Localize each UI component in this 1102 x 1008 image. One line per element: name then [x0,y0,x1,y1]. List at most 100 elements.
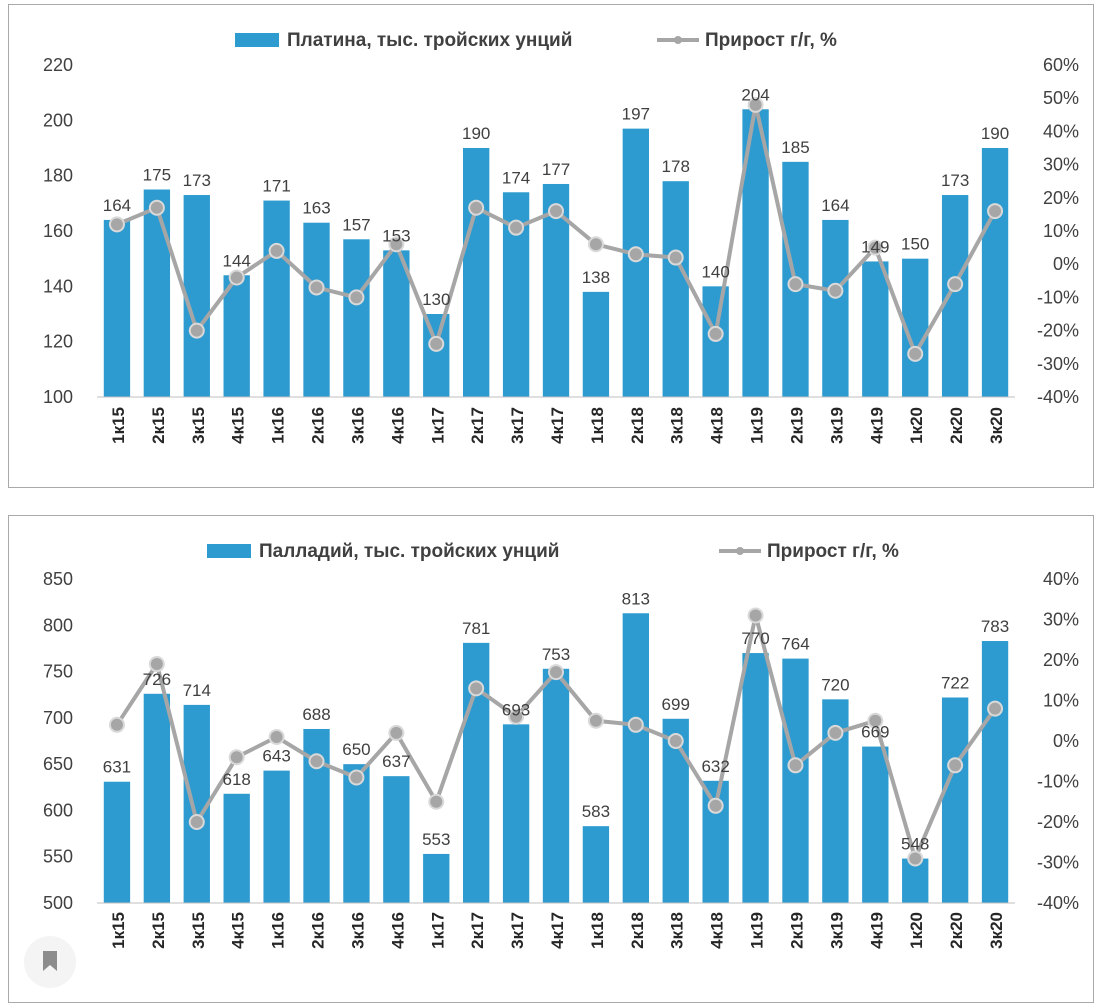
growth-point [548,664,564,681]
growth-point [627,246,644,263]
growth-point [987,700,1004,717]
growth-point [667,733,684,749]
y-right-tick-label: 50% [1043,88,1079,108]
y-left-tick-label: 120 [43,332,73,352]
x-tick-label: 3к16 [348,912,367,949]
x-tick-label: 1к18 [588,912,607,949]
bar-value-label: 173 [941,171,969,190]
growth-point [308,279,325,296]
bar [103,219,131,397]
y-left-tick-label: 180 [43,166,73,186]
x-tick-label: 1к16 [269,407,288,444]
bar [263,200,290,397]
growth-point [468,680,485,697]
bar [662,181,689,397]
growth-point [428,335,445,352]
y-right-tick-label: 20% [1043,188,1079,208]
growth-point [188,814,205,830]
x-tick-label: 3к20 [987,912,1006,949]
growth-point [428,793,445,810]
bar-value-label: 618 [223,770,251,789]
legend-line-label: Прирост г/г, % [705,30,837,51]
platinum-chart: Платина, тыс. тройских унций Прирост г/г,… [43,30,1079,444]
y-right-tick-label: -30% [1037,354,1079,374]
growth-point [228,749,245,766]
legend-bar-swatch [207,544,251,558]
bookmark-button[interactable] [24,936,76,988]
bar [463,148,490,397]
bar [782,658,809,903]
growth-point [827,282,844,299]
growth-point [907,345,924,362]
growth-point [747,607,764,624]
x-tick-label: 4к15 [229,407,248,444]
bar [383,250,410,397]
bar-value-label: 164 [103,196,131,215]
x-tick-label: 4к17 [548,407,567,444]
x-tick-label: 4к15 [229,912,248,949]
bar-value-label: 173 [183,171,211,190]
growth-point [667,249,684,266]
bar-value-label: 714 [183,681,211,700]
bar [981,148,1009,397]
y-left-tick-label: 140 [43,276,73,296]
bar-value-label: 163 [302,199,330,218]
x-tick-label: 4к16 [388,912,407,949]
growth-point [867,239,884,256]
bar-value-label: 197 [622,105,650,124]
x-tick-label: 2к15 [149,912,168,949]
bar-value-label: 190 [981,124,1009,143]
x-tick-label: 2к19 [787,407,806,444]
y-left-tick-label: 850 [43,569,73,589]
bar-value-label: 190 [462,124,490,143]
x-tick-label: 4к18 [708,407,727,444]
growth-point [707,797,724,814]
y-right-tick-label: 0% [1053,254,1079,274]
growth-point [867,712,884,729]
legend-bar-label: Палладий, тыс. тройских унций [259,541,559,562]
bar-value-label: 688 [302,705,330,724]
bar [862,746,889,903]
x-tick-label: 2к20 [947,407,966,444]
bar [941,697,969,903]
x-tick-label: 2к19 [787,912,806,949]
bar-value-label: 722 [941,673,969,692]
legend-line-marker [736,547,744,555]
bar [862,261,889,397]
x-tick-label: 2к16 [309,912,328,949]
bar [662,718,689,903]
growth-point [148,656,165,673]
x-tick-label: 1к20 [907,407,926,444]
growth-point [787,276,804,293]
bar [622,613,649,903]
x-tick-label: 1к20 [907,912,926,949]
y-right-tick-label: 0% [1053,731,1079,751]
x-tick-label: 1к16 [269,912,288,949]
y-right-tick-label: 30% [1043,155,1079,175]
growth-point [148,199,165,216]
growth-point [388,724,405,741]
x-tick-label: 4к16 [388,407,407,444]
bar-value-label: 632 [701,757,729,776]
bar-value-label: 583 [582,802,610,821]
y-left-tick-label: 160 [43,221,73,241]
legend-line-marker [674,36,682,44]
bar [582,291,610,397]
growth-point [348,289,365,306]
x-tick-label: 3к17 [508,407,527,444]
x-tick-label: 3к18 [668,912,687,949]
growth-point [508,708,525,725]
x-tick-label: 2к18 [628,407,647,444]
x-tick-label: 4к19 [867,912,886,949]
bar [383,776,410,903]
bar-value-label: 813 [622,589,650,608]
bar [622,128,649,397]
growth-point [108,216,125,233]
growth-point [188,322,205,339]
growth-point [108,716,125,733]
growth-point [627,716,644,733]
bar-value-label: 643 [262,747,290,766]
bar-value-label: 177 [542,160,570,179]
bar-value-label: 781 [462,619,490,638]
legend-bar-swatch [235,33,279,47]
